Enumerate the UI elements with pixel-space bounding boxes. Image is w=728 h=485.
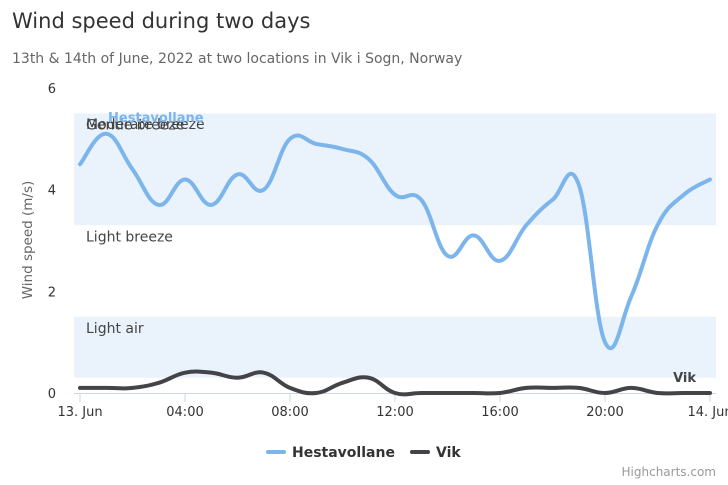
plot-band-label: Light breeze (86, 229, 173, 245)
credits-link[interactable]: Highcharts.com (622, 465, 716, 479)
x-tick-label: 12:00 (376, 405, 413, 420)
legend-label[interactable]: Hestavollane (292, 445, 395, 461)
x-tick-label: 14. Jun (687, 405, 728, 420)
series-labels: Hestavollane Vik (108, 111, 696, 386)
legend-item-hestavollane[interactable]: Hestavollane (266, 445, 395, 461)
x-tick-label: 08:00 (271, 405, 308, 420)
x-tick-label: 13. Jun (57, 405, 102, 420)
y-axis-title: Wind speed (m/s) (20, 181, 36, 300)
chart-title: Wind speed during two days (12, 9, 311, 33)
series-label-vik: Vik (673, 371, 696, 386)
series-lines (78, 131, 712, 397)
series-line-hestavollane (78, 131, 712, 351)
y-tick-label: 0 (48, 387, 56, 402)
legend-item-vik[interactable]: Vik (410, 445, 461, 461)
plot-band-label: Gentle breeze (86, 117, 184, 133)
y-tick-label: 6 (48, 82, 56, 97)
legend-label[interactable]: Vik (436, 445, 461, 461)
x-tick-label: 20:00 (586, 405, 623, 420)
series-label-hestavollane: Hestavollane (108, 111, 204, 126)
x-axis: 13. Jun 04:00 08:00 12:00 16:00 20:00 14. Jun (57, 393, 728, 420)
plot-band-label: Light air (86, 321, 144, 337)
plot-bands: Light air Light breeze Gentle breezeModera… (74, 113, 716, 378)
y-axis-ticks: 0 2 4 6 (48, 82, 56, 402)
y-tick-label: 2 (48, 285, 56, 300)
legend: Hestavollane Vik (266, 445, 461, 461)
plot-band-label: Moderate breeze (86, 117, 205, 133)
plot-band (74, 113, 716, 226)
series-line-vik (78, 369, 712, 397)
y-tick-label: 4 (48, 184, 56, 199)
chart-subtitle: 13th & 14th of June, 2022 at two locatio… (12, 51, 462, 67)
x-tick-label: 16:00 (481, 405, 518, 420)
x-tick-label: 04:00 (166, 405, 203, 420)
